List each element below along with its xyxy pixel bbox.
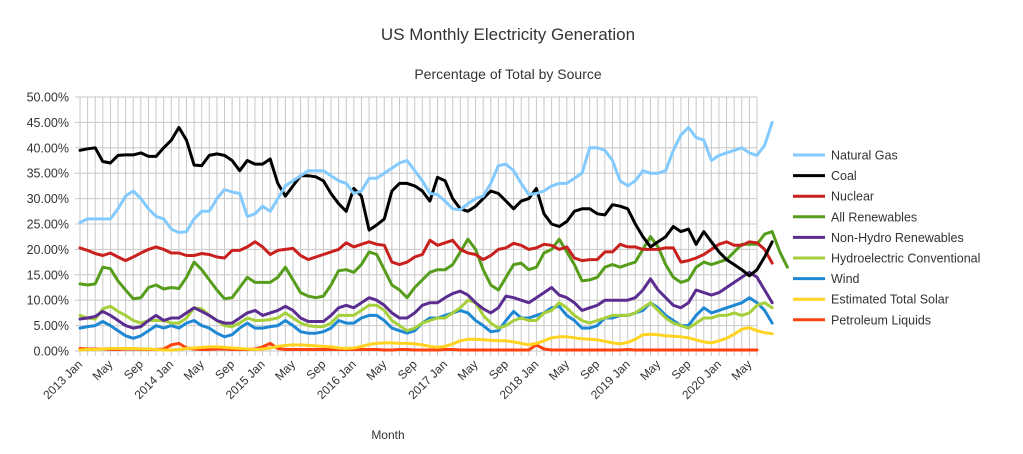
legend-label: Nuclear	[831, 190, 874, 204]
y-tick-label: 40.00%	[27, 141, 69, 155]
legend: Natural Gas Coal Nuclear All Renewables Non-…	[793, 149, 980, 327]
legend-item: Coal	[793, 169, 857, 183]
legend-label: Estimated Total Solar	[831, 293, 949, 307]
series-line-non-hydro-renewables	[78, 270, 774, 330]
y-tick-label: 30.00%	[27, 192, 69, 206]
legend-label: Hydroelectric Conventional	[831, 252, 980, 266]
legend-item: Estimated Total Solar	[793, 293, 949, 307]
legend-label: Petroleum Liquids	[831, 313, 931, 327]
y-tick-label: 0.00%	[34, 345, 69, 359]
x-tick-label: May	[455, 357, 481, 383]
legend-item: Natural Gas	[793, 149, 898, 163]
legend-item: Petroleum Liquids	[793, 313, 931, 327]
x-axis-label: Month	[371, 428, 404, 442]
y-tick-label: 10.00%	[27, 294, 69, 308]
legend-label: Natural Gas	[831, 149, 898, 163]
series-line-coal	[78, 126, 774, 278]
legend-label: All Renewables	[831, 210, 917, 224]
x-tick-label: Sep	[212, 357, 237, 382]
chart-title: US Monthly Electricity Generation	[381, 25, 635, 44]
series-line-all-renewables	[78, 230, 789, 301]
x-tick-label: Sep	[577, 357, 602, 382]
legend-item: All Renewables	[793, 210, 917, 224]
x-tick-label: May	[363, 357, 389, 383]
legend-item: Hydroelectric Conventional	[793, 252, 980, 266]
x-tick-label: 2013 Jan	[40, 357, 85, 402]
x-tick-label: May	[272, 357, 298, 383]
series-line-natural-gas	[78, 120, 774, 235]
legend-label: Wind	[831, 272, 860, 286]
y-tick-label: 20.00%	[27, 243, 69, 257]
x-tick-label: Sep	[669, 357, 694, 382]
x-tick-label: Sep	[121, 357, 146, 382]
legend-item: Wind	[793, 272, 860, 286]
x-tick-label: Sep	[395, 357, 420, 382]
series-lines	[78, 120, 789, 352]
y-tick-label: 45.00%	[27, 116, 69, 130]
legend-item: Nuclear	[793, 190, 874, 204]
y-tick-label: 25.00%	[27, 218, 69, 232]
x-tick-label: May	[546, 357, 572, 383]
series-line-nuclear	[78, 238, 774, 267]
x-tick-label: May	[637, 357, 663, 383]
series-line-estimated-total-solar	[78, 326, 774, 352]
legend-label: Non-Hydro Renewables	[831, 231, 964, 245]
x-tick-label: Sep	[486, 357, 511, 382]
y-axis-ticks: 0.00% 5.00% 10.00% 15.00% 20.00% 25.00% 30.00%…	[27, 91, 69, 359]
legend-item: Non-Hydro Renewables	[793, 231, 964, 245]
x-tick-label: May	[729, 357, 755, 383]
x-tick-label: Sep	[304, 357, 329, 382]
chart-subtitle: Percentage of Total by Source	[414, 66, 602, 82]
x-tick-label: May	[181, 357, 207, 383]
y-tick-label: 5.00%	[34, 319, 69, 333]
x-tick-label: May	[90, 357, 116, 383]
y-tick-label: 15.00%	[27, 268, 69, 282]
y-tick-label: 35.00%	[27, 167, 69, 181]
y-tick-label: 50.00%	[27, 91, 69, 105]
legend-label: Coal	[831, 169, 857, 183]
